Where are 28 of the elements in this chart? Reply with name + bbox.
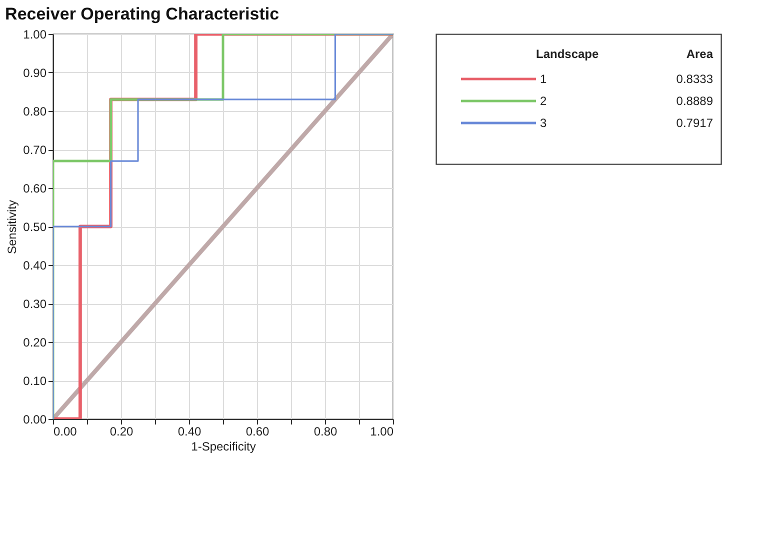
text: 1: [540, 72, 547, 86]
text: 3: [540, 116, 547, 130]
text: Area: [686, 47, 714, 61]
text: 2: [540, 94, 547, 108]
y-tick-label: 0.00: [23, 412, 47, 426]
y-axis-title: Sensitivity: [5, 200, 20, 254]
y-tick-label: 0.10: [23, 374, 47, 388]
x-tick-label: 1.00: [370, 424, 394, 438]
text: 0.8333: [676, 72, 714, 86]
y-tick-label: 0.30: [23, 297, 47, 311]
x-tick-label: 0.60: [246, 424, 270, 438]
x-tick-label: 0.40: [178, 424, 202, 438]
y-tick-label: 0.40: [23, 258, 47, 272]
y-tick-label: 0.20: [23, 336, 47, 350]
x-tick-label: 0.80: [314, 424, 338, 438]
x-tick-label: 0.20: [110, 424, 134, 438]
text: 0.8889: [676, 94, 714, 108]
y-tick-label: 0.80: [23, 104, 47, 118]
y-tick-label: 0.70: [23, 143, 47, 157]
text: 0.7917: [676, 116, 714, 130]
y-tick-label: 0.60: [23, 182, 47, 196]
chart-title: Receiver Operating Characteristic: [5, 4, 280, 24]
y-tick-label: 0.90: [23, 66, 47, 80]
y-tick-label: 0.50: [23, 220, 47, 234]
y-tick-label: 1.00: [23, 28, 47, 42]
legend-title: Landscape: [536, 47, 600, 61]
x-tick-label: 0.00: [54, 424, 78, 438]
x-axis-title: 1-Specificity: [191, 440, 256, 454]
